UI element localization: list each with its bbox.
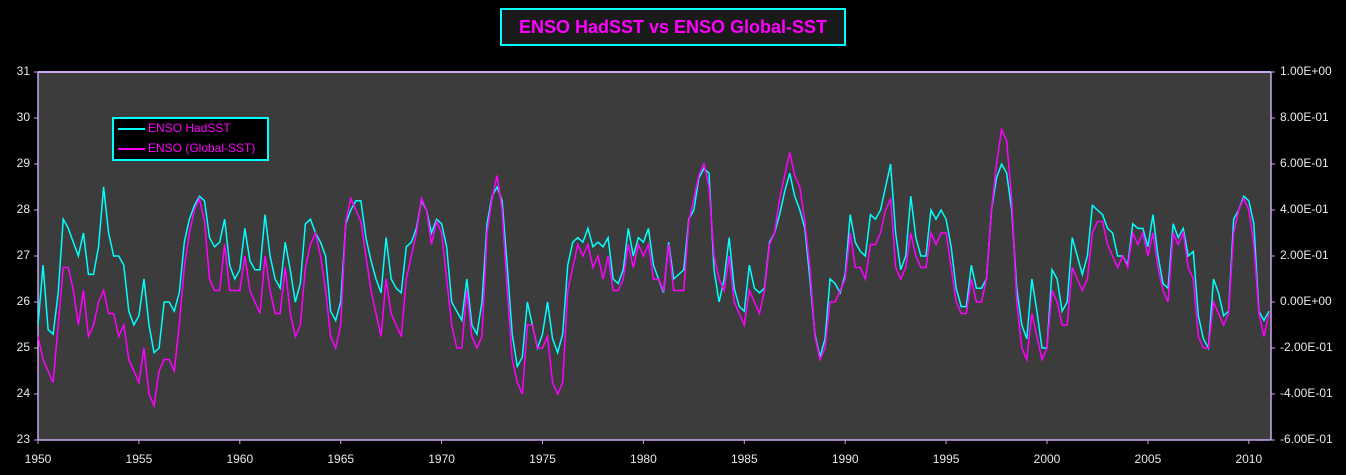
series-line	[37, 162, 1270, 369]
legend-label: ENSO HadSST	[148, 121, 231, 135]
x-tick-label: 1970	[428, 452, 455, 466]
y2-tick-label: 0.00E+00	[1280, 294, 1332, 308]
x-tick-label: 1990	[832, 452, 859, 466]
y-tick-label: 30	[17, 110, 31, 124]
title-box	[500, 8, 846, 46]
x-tick-label: 2010	[1235, 452, 1262, 466]
y-tick-label: 27	[17, 248, 31, 262]
series-line	[37, 126, 1270, 409]
x-tick-label: 1995	[933, 452, 960, 466]
y-tick-label: 25	[17, 340, 31, 354]
y2-tick-label: 6.00E-01	[1280, 156, 1329, 170]
y2-tick-label: -6.00E-01	[1280, 432, 1333, 446]
y2-tick-label: 4.00E-01	[1280, 202, 1329, 216]
y-tick-label: 24	[17, 386, 31, 400]
x-tick-label: 2000	[1034, 452, 1061, 466]
y-tick-label: 28	[17, 202, 31, 216]
x-tick-label: 1955	[126, 452, 153, 466]
y2-tick-label: -4.00E-01	[1280, 386, 1333, 400]
x-tick-label: 1960	[226, 452, 253, 466]
legend-label: ENSO (Global-SST)	[148, 141, 255, 155]
legend-box	[112, 117, 269, 161]
y2-tick-label: -2.00E-01	[1280, 340, 1333, 354]
y-tick-label: 23	[17, 432, 31, 446]
y-tick-label: 26	[17, 294, 31, 308]
y2-tick-label: 1.00E+00	[1280, 64, 1332, 78]
y2-tick-label: 2.00E-01	[1280, 248, 1329, 262]
x-tick-label: 1950	[25, 452, 52, 466]
x-tick-label: 2005	[1135, 452, 1162, 466]
x-tick-label: 1985	[731, 452, 758, 466]
y-tick-label: 29	[17, 156, 31, 170]
x-tick-label: 1980	[630, 452, 657, 466]
y-tick-label: 31	[17, 64, 31, 78]
x-tick-label: 1975	[529, 452, 556, 466]
y2-tick-label: 8.00E-01	[1280, 110, 1329, 124]
chart-title: ENSO HadSST vs ENSO Global-SST	[519, 17, 827, 37]
x-tick-label: 1965	[327, 452, 354, 466]
